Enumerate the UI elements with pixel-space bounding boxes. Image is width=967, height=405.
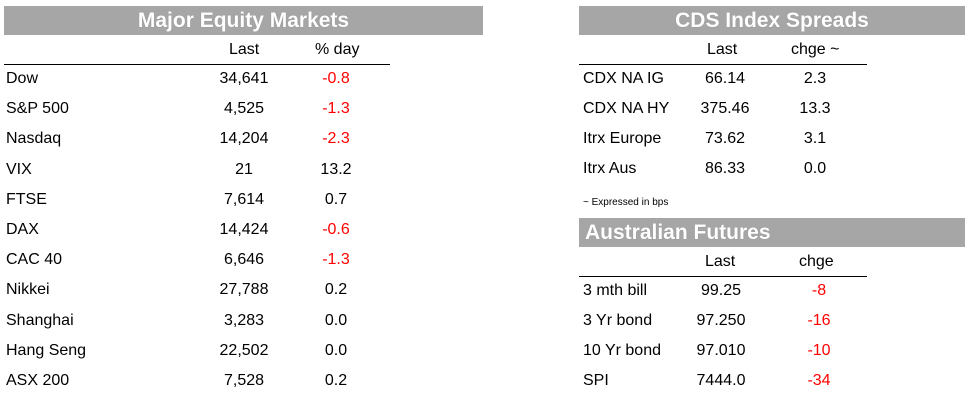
table-row: Hang Seng 22,502 0.0 — [4, 337, 390, 367]
row-last-value: 7444.0 — [696, 372, 746, 389]
equity-panel: Major Equity Markets Last % day Dow 34,64… — [4, 6, 483, 397]
cds-col-change: chge ~ — [791, 41, 840, 58]
futures-title: Australian Futures — [579, 218, 965, 247]
row-last-value: 21 — [235, 160, 253, 178]
table-row: Nasdaq 14,204 -2.3 — [4, 125, 390, 155]
table-row: FTSE 7,614 0.7 — [4, 186, 390, 216]
row-last-value: 99.25 — [700, 282, 742, 299]
equity-title: Major Equity Markets — [4, 6, 483, 35]
table-row: 3 mth bill 99.25 -8 — [579, 277, 867, 307]
row-name: Nikkei — [6, 281, 50, 299]
table-row: Nikkei 27,788 0.2 — [4, 276, 390, 306]
row-change-value: 0.0 — [324, 341, 348, 359]
row-last-value: 3,283 — [223, 311, 265, 329]
row-name: FTSE — [6, 190, 47, 208]
row-last-value: 97.010 — [696, 342, 746, 359]
futures-col-last: Last — [705, 253, 736, 270]
cds-title: CDS Index Spreads — [579, 6, 965, 35]
table-row: 10 Yr bond 97.010 -10 — [579, 337, 867, 367]
row-change-value: -10 — [807, 342, 831, 359]
table-row: DAX 14,424 -0.6 — [4, 216, 390, 246]
futures-col-change: chge — [799, 253, 834, 270]
row-name: ASX 200 — [6, 371, 70, 389]
row-last-value: 27,788 — [219, 281, 269, 299]
futures-header-divider — [579, 276, 867, 277]
row-change-value: 2.3 — [803, 70, 827, 87]
row-name: Itrx Aus — [583, 160, 637, 177]
row-last-value: 97.250 — [696, 312, 746, 329]
cds-table: CDX NA IG 66.14 2.3 CDX NA HY 375.46 13.3 Itrx… — [579, 65, 965, 185]
row-change-value: 0.2 — [324, 371, 348, 389]
row-name: CDX NA IG — [583, 70, 664, 87]
equity-table: Dow 34,641 -0.8 S&P 500 4,525 -1.3 Nasdaq 14,20… — [4, 65, 483, 397]
row-name: Shanghai — [6, 311, 74, 329]
row-name: CAC 40 — [6, 251, 63, 269]
row-name: 3 mth bill — [583, 282, 648, 299]
futures-panel: Australian Futures Last chge 3 mth bill 9… — [579, 218, 965, 397]
row-change-value: 13.2 — [320, 160, 352, 178]
row-change-value: 0.0 — [803, 160, 827, 177]
table-row: CDX NA IG 66.14 2.3 — [579, 65, 867, 95]
table-row: VIX 21 13.2 — [4, 156, 390, 186]
row-change-value: 13.3 — [799, 100, 831, 117]
table-row: CAC 40 6,646 -1.3 — [4, 246, 390, 276]
row-last-value: 14,424 — [219, 220, 269, 238]
cds-col-last: Last — [707, 41, 738, 58]
table-row: S&P 500 4,525 -1.3 — [4, 95, 390, 125]
row-change-value: 0.7 — [324, 190, 348, 208]
row-change-value: 0.0 — [324, 311, 348, 329]
equity-col-change: % day — [315, 41, 360, 58]
row-change-value: -1.3 — [322, 100, 350, 118]
row-last-value: 7,528 — [223, 371, 265, 389]
table-row: Itrx Europe 73.62 3.1 — [579, 125, 867, 155]
row-change-value: -34 — [807, 372, 831, 389]
row-name: Itrx Europe — [583, 130, 662, 147]
row-last-value: 375.46 — [700, 100, 750, 117]
row-name: 3 Yr bond — [583, 312, 653, 329]
row-last-value: 6,646 — [223, 251, 265, 269]
row-last-value: 7,614 — [223, 190, 265, 208]
equity-header-divider — [4, 64, 390, 65]
row-name: VIX — [6, 160, 32, 178]
table-row: Dow 34,641 -0.8 — [4, 65, 390, 95]
row-last-value: 14,204 — [219, 130, 269, 148]
row-change-value: -8 — [811, 282, 827, 299]
row-change-value: -0.6 — [322, 220, 350, 238]
cds-note: ~ Expressed in bps — [583, 197, 669, 208]
row-change-value: 0.2 — [324, 281, 348, 299]
futures-table: 3 mth bill 99.25 -8 3 Yr bond 97.250 -16 10 Yr… — [579, 277, 965, 397]
row-name: SPI — [583, 372, 609, 389]
row-name: S&P 500 — [6, 100, 69, 118]
row-name: 10 Yr bond — [583, 342, 661, 359]
row-last-value: 66.14 — [704, 70, 746, 87]
equity-col-last: Last — [229, 41, 260, 58]
table-row: SPI 7444.0 -34 — [579, 367, 867, 397]
row-change-value: -0.8 — [322, 70, 350, 87]
row-last-value: 22,502 — [219, 341, 269, 359]
row-last-value: 73.62 — [704, 130, 746, 147]
equity-header: Last % day — [4, 35, 390, 65]
table-row: CDX NA HY 375.46 13.3 — [579, 95, 867, 125]
row-name: Nasdaq — [6, 130, 62, 148]
table-row: Itrx Aus 86.33 0.0 — [579, 155, 867, 185]
futures-header: Last chge — [579, 247, 867, 277]
table-row: ASX 200 7,528 0.2 — [4, 367, 390, 397]
row-name: CDX NA HY — [583, 100, 670, 117]
row-last-value: 4,525 — [223, 100, 265, 118]
table-row: 3 Yr bond 97.250 -16 — [579, 307, 867, 337]
row-last-value: 86.33 — [704, 160, 746, 177]
row-change-value: -1.3 — [322, 251, 350, 269]
cds-panel: CDS Index Spreads Last chge ~ CDX NA IG 6… — [579, 6, 965, 208]
row-last-value: 34,641 — [219, 70, 269, 87]
row-change-value: -2.3 — [322, 130, 350, 148]
row-name: Dow — [6, 70, 39, 87]
row-change-value: 3.1 — [803, 130, 827, 147]
row-name: DAX — [6, 220, 39, 238]
cds-header: Last chge ~ — [579, 35, 867, 65]
table-row: Shanghai 3,283 0.0 — [4, 307, 390, 337]
cds-header-divider — [579, 64, 867, 65]
row-name: Hang Seng — [6, 341, 87, 359]
row-change-value: -16 — [807, 312, 831, 329]
